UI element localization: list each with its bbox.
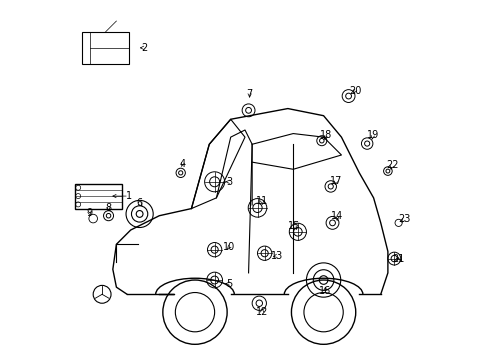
Text: 5: 5 [226, 279, 232, 289]
Text: 16: 16 [319, 286, 332, 296]
Text: 13: 13 [271, 251, 283, 261]
Text: 10: 10 [223, 242, 235, 252]
Text: 1: 1 [126, 191, 132, 201]
Text: 4: 4 [179, 159, 186, 169]
Text: 18: 18 [320, 130, 333, 140]
Text: 3: 3 [226, 177, 232, 187]
Text: 17: 17 [330, 176, 343, 186]
Text: 19: 19 [367, 130, 379, 140]
Bar [82, 32, 129, 64]
Text: 20: 20 [349, 86, 361, 96]
Text: 6: 6 [137, 198, 143, 208]
Text: 23: 23 [398, 214, 410, 224]
Text: 21: 21 [392, 254, 405, 264]
Bar [75, 184, 122, 208]
Text: 15: 15 [288, 221, 300, 231]
Text: 9: 9 [87, 208, 93, 218]
Text: 12: 12 [256, 307, 269, 317]
Text: 11: 11 [256, 196, 268, 206]
Text: 22: 22 [386, 160, 398, 170]
Text: 8: 8 [105, 203, 112, 213]
Text: 14: 14 [331, 211, 343, 221]
Text: 2: 2 [141, 43, 147, 53]
Text: 7: 7 [246, 89, 253, 99]
